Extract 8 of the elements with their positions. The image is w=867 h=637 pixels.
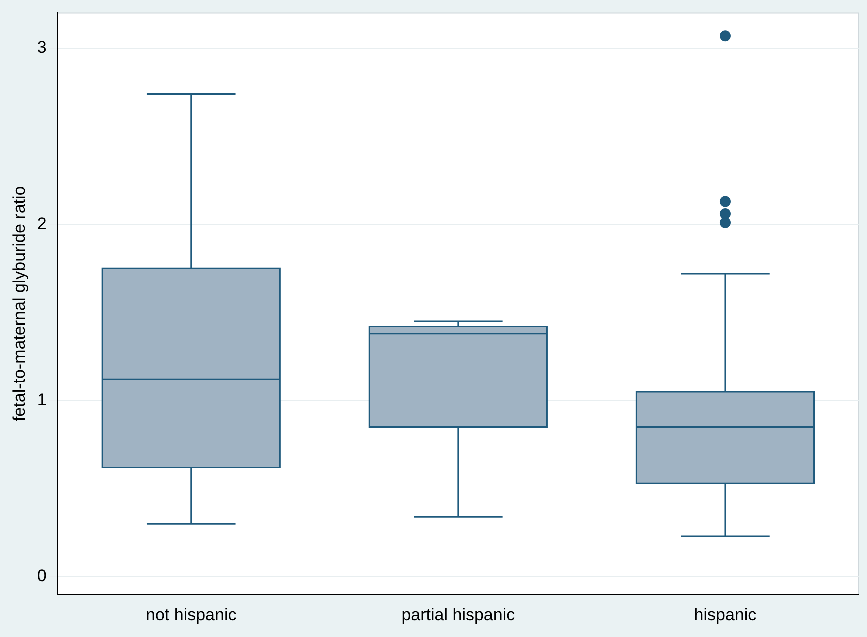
y-tick-label: 1 — [37, 390, 47, 410]
y-tick-label: 0 — [37, 566, 47, 586]
y-axis-title: fetal-to-maternal glyburide ratio — [10, 186, 29, 422]
y-tick-label: 3 — [37, 38, 47, 58]
x-tick-label: partial hispanic — [402, 605, 516, 624]
x-tick-label: hispanic — [694, 605, 758, 624]
x-tick-label: not hispanic — [146, 605, 238, 624]
y-tick-label: 2 — [37, 214, 47, 234]
